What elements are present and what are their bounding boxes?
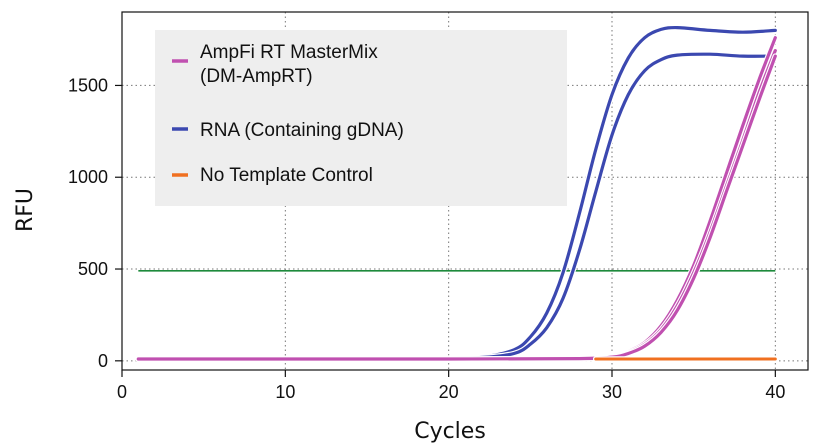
legend: AmpFi RT MasterMix (DM-AmpRT) RNA (Contain… — [155, 30, 567, 206]
series-layer — [135, 24, 779, 362]
legend-label: (DM-AmpRT) — [200, 66, 313, 87]
x-tick-label: 20 — [439, 382, 459, 402]
y-tick-label: 0 — [98, 351, 108, 371]
y-tick-label: 500 — [78, 259, 108, 279]
x-tick-label: 30 — [602, 382, 622, 402]
legend-label: No Template Control — [200, 165, 373, 186]
series-line — [136, 54, 777, 361]
x-tick-label: 40 — [765, 382, 785, 402]
y-tick-label: 1000 — [68, 167, 108, 187]
y-tick-label: 1500 — [68, 75, 108, 95]
x-tick-label: 10 — [275, 382, 295, 402]
x-axis-title: Cycles — [414, 419, 486, 444]
legend-label: AmpFi RT MasterMix — [200, 42, 378, 63]
legend-box — [155, 30, 567, 206]
legend-label: RNA (Containing gDNA) — [200, 120, 404, 141]
y-axis-title: RFU — [13, 188, 38, 232]
ticks: 0 10 20 30 40 0 500 1000 1500 — [68, 75, 785, 402]
x-tick-label: 0 — [117, 382, 127, 402]
plot-frame — [121, 11, 809, 371]
